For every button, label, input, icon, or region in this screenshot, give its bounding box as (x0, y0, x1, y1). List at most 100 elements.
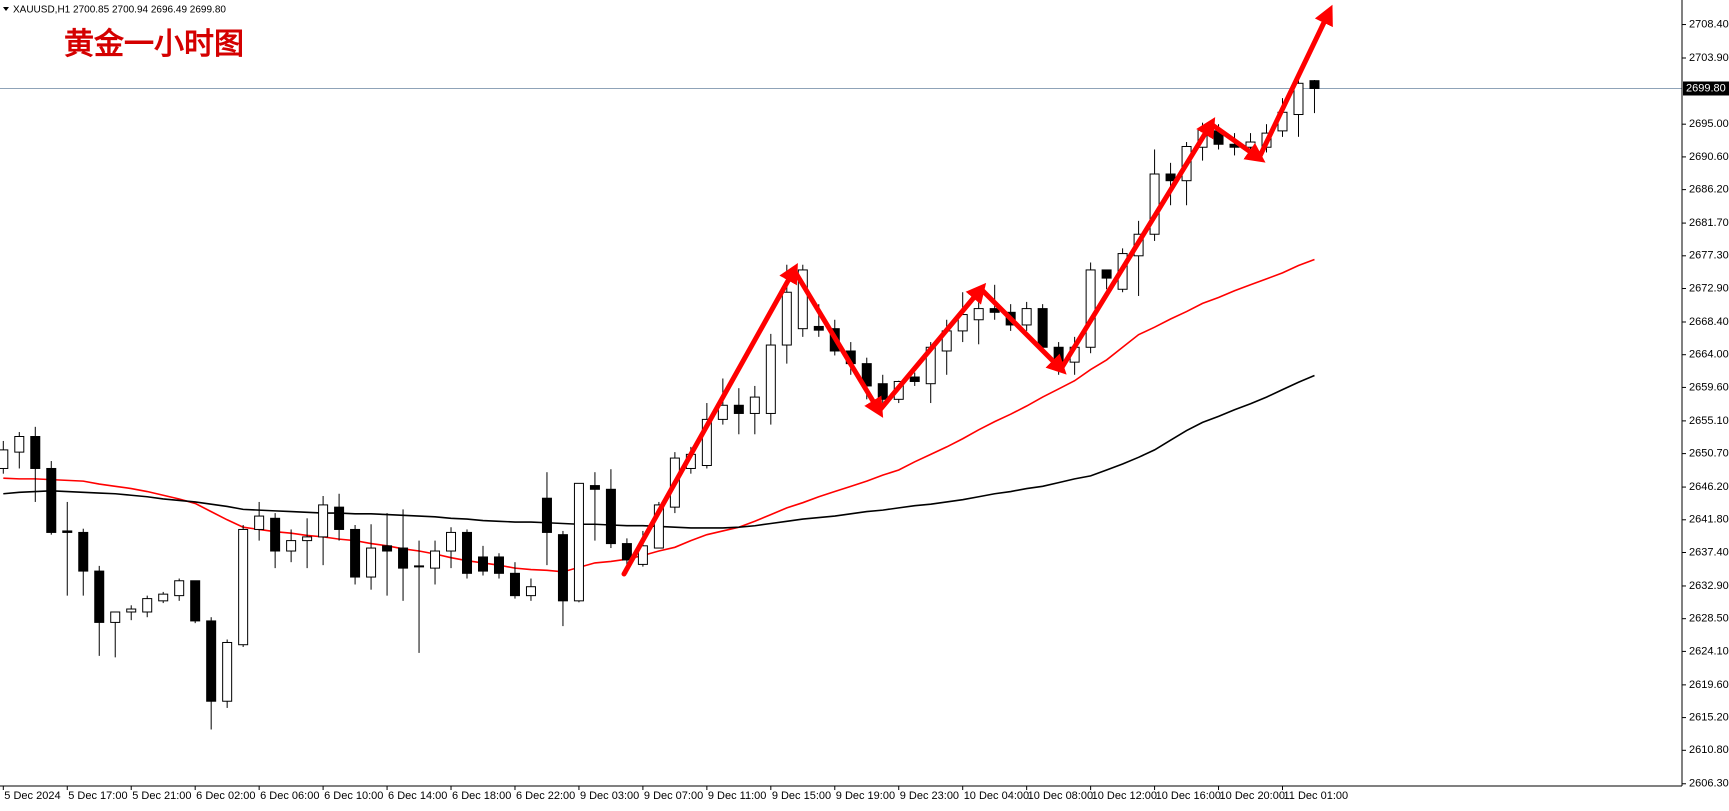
candle-body (78, 531, 89, 572)
y-tick-label: 2650.70 (1689, 448, 1729, 460)
candle-body (765, 344, 776, 414)
candle-body (398, 547, 409, 569)
candle-body (541, 497, 552, 533)
candle-body (973, 308, 984, 321)
candle-body (430, 550, 441, 569)
arrow (1256, 4, 1333, 161)
y-tick-label: 2606.30 (1689, 778, 1729, 790)
x-tick-label: 11 Dec 01:00 (1284, 790, 1349, 802)
y-tick-label: 2655.10 (1689, 415, 1729, 427)
y-tick-label: 2619.60 (1689, 679, 1729, 691)
candle-body (158, 593, 169, 602)
x-tick-label: 10 Dec 08:00 (1028, 790, 1093, 802)
y-tick-label: 2677.30 (1689, 250, 1729, 262)
candle-body (589, 485, 600, 490)
candle-body (717, 404, 728, 420)
x-tick-label: 6 Dec 14:00 (388, 790, 447, 802)
candle-body (350, 528, 361, 578)
candle-body (238, 528, 249, 646)
candle-body (701, 418, 712, 467)
y-tick-label: 2686.20 (1689, 184, 1729, 196)
x-tick-label: 6 Dec 06:00 (260, 790, 319, 802)
x-tick-label: 9 Dec 23:00 (900, 790, 959, 802)
candle-body (1165, 173, 1176, 182)
candle-body (174, 580, 185, 597)
candle-body (318, 504, 329, 538)
candle-body (1085, 269, 1096, 348)
candle-body (637, 545, 648, 565)
x-tick-label: 6 Dec 10:00 (324, 790, 383, 802)
x-tick-label: 10 Dec 16:00 (1156, 790, 1221, 802)
x-tick-label: 10 Dec 20:00 (1220, 790, 1285, 802)
chart-header: XAUUSD,H1 2700.85 2700.94 2696.49 2699.8… (13, 5, 226, 16)
y-tick-label: 2646.20 (1689, 481, 1729, 493)
y-tick-label: 2668.40 (1689, 316, 1729, 328)
plot-area (0, 80, 1682, 730)
candle-body (478, 556, 488, 572)
y-tick-label: 2637.40 (1689, 546, 1729, 558)
candle-body (1021, 308, 1032, 326)
x-tick-label: 5 Dec 21:00 (132, 790, 191, 802)
arrow (876, 282, 987, 414)
candle-body (206, 620, 217, 702)
candle-body (1037, 308, 1048, 348)
y-tick-label: 2628.50 (1689, 613, 1729, 625)
moving-average (3, 258, 1315, 573)
y-tick-label: 2632.90 (1689, 580, 1729, 592)
current-price-box (1683, 81, 1729, 96)
candle-body (605, 488, 616, 545)
arrow (621, 263, 798, 577)
x-tick-label: 6 Dec 02:00 (196, 790, 255, 802)
candle-body (877, 383, 888, 400)
candle-body (1309, 80, 1320, 89)
candle-body (62, 530, 73, 533)
candle-body (0, 449, 9, 469)
candle-body (493, 556, 504, 574)
menu-icon[interactable] (3, 7, 9, 11)
candle-body (382, 545, 393, 552)
y-tick-label: 2703.90 (1689, 52, 1729, 64)
y-tick-label: 2681.70 (1689, 217, 1729, 229)
y-tick-label: 2615.20 (1689, 711, 1729, 723)
candle-body (525, 586, 536, 597)
candle-body (813, 325, 824, 331)
y-tick-label: 2695.00 (1689, 118, 1729, 130)
trend-arrows (621, 4, 1333, 577)
candle-body (286, 540, 297, 552)
x-tick-label: 5 Dec 17:00 (68, 790, 127, 802)
y-tick-label: 2690.60 (1689, 151, 1729, 163)
candle-body (46, 467, 57, 533)
x-tick-label: 9 Dec 11:00 (708, 790, 767, 802)
candle-body (1293, 82, 1304, 116)
candle-body (1245, 141, 1256, 148)
x-tick-label: 9 Dec 15:00 (772, 790, 831, 802)
arrow (791, 267, 884, 418)
x-tick-label: 5 Dec 2024 (4, 790, 60, 802)
x-tick-label: 9 Dec 07:00 (644, 790, 703, 802)
chart-title: 黄金一小时图 (64, 27, 244, 61)
candle-body (446, 531, 457, 552)
candle-body (222, 641, 233, 702)
x-tick-label: 9 Dec 03:00 (580, 790, 639, 802)
candle-body (573, 482, 584, 602)
x-tick-label: 10 Dec 12:00 (1092, 790, 1157, 802)
candle-body (270, 517, 281, 552)
candle-body (334, 506, 345, 530)
arrow (1208, 121, 1266, 163)
candle-body (733, 404, 744, 414)
candle-body (302, 536, 313, 542)
y-tick-label: 2641.80 (1689, 514, 1729, 526)
candle-body (621, 543, 632, 561)
y-tick-label: 2708.40 (1689, 18, 1729, 30)
arrow (1058, 117, 1216, 372)
y-tick-label: 2610.80 (1689, 744, 1729, 756)
candle-body (30, 436, 41, 469)
candle-body (557, 534, 568, 602)
y-tick-label: 2659.60 (1689, 381, 1729, 393)
candle-body (797, 269, 808, 330)
candle-body (653, 504, 664, 549)
candle-body (1053, 346, 1064, 363)
x-tick-label: 9 Dec 19:00 (836, 790, 895, 802)
candle-body (366, 547, 377, 578)
candle-body (142, 598, 153, 613)
